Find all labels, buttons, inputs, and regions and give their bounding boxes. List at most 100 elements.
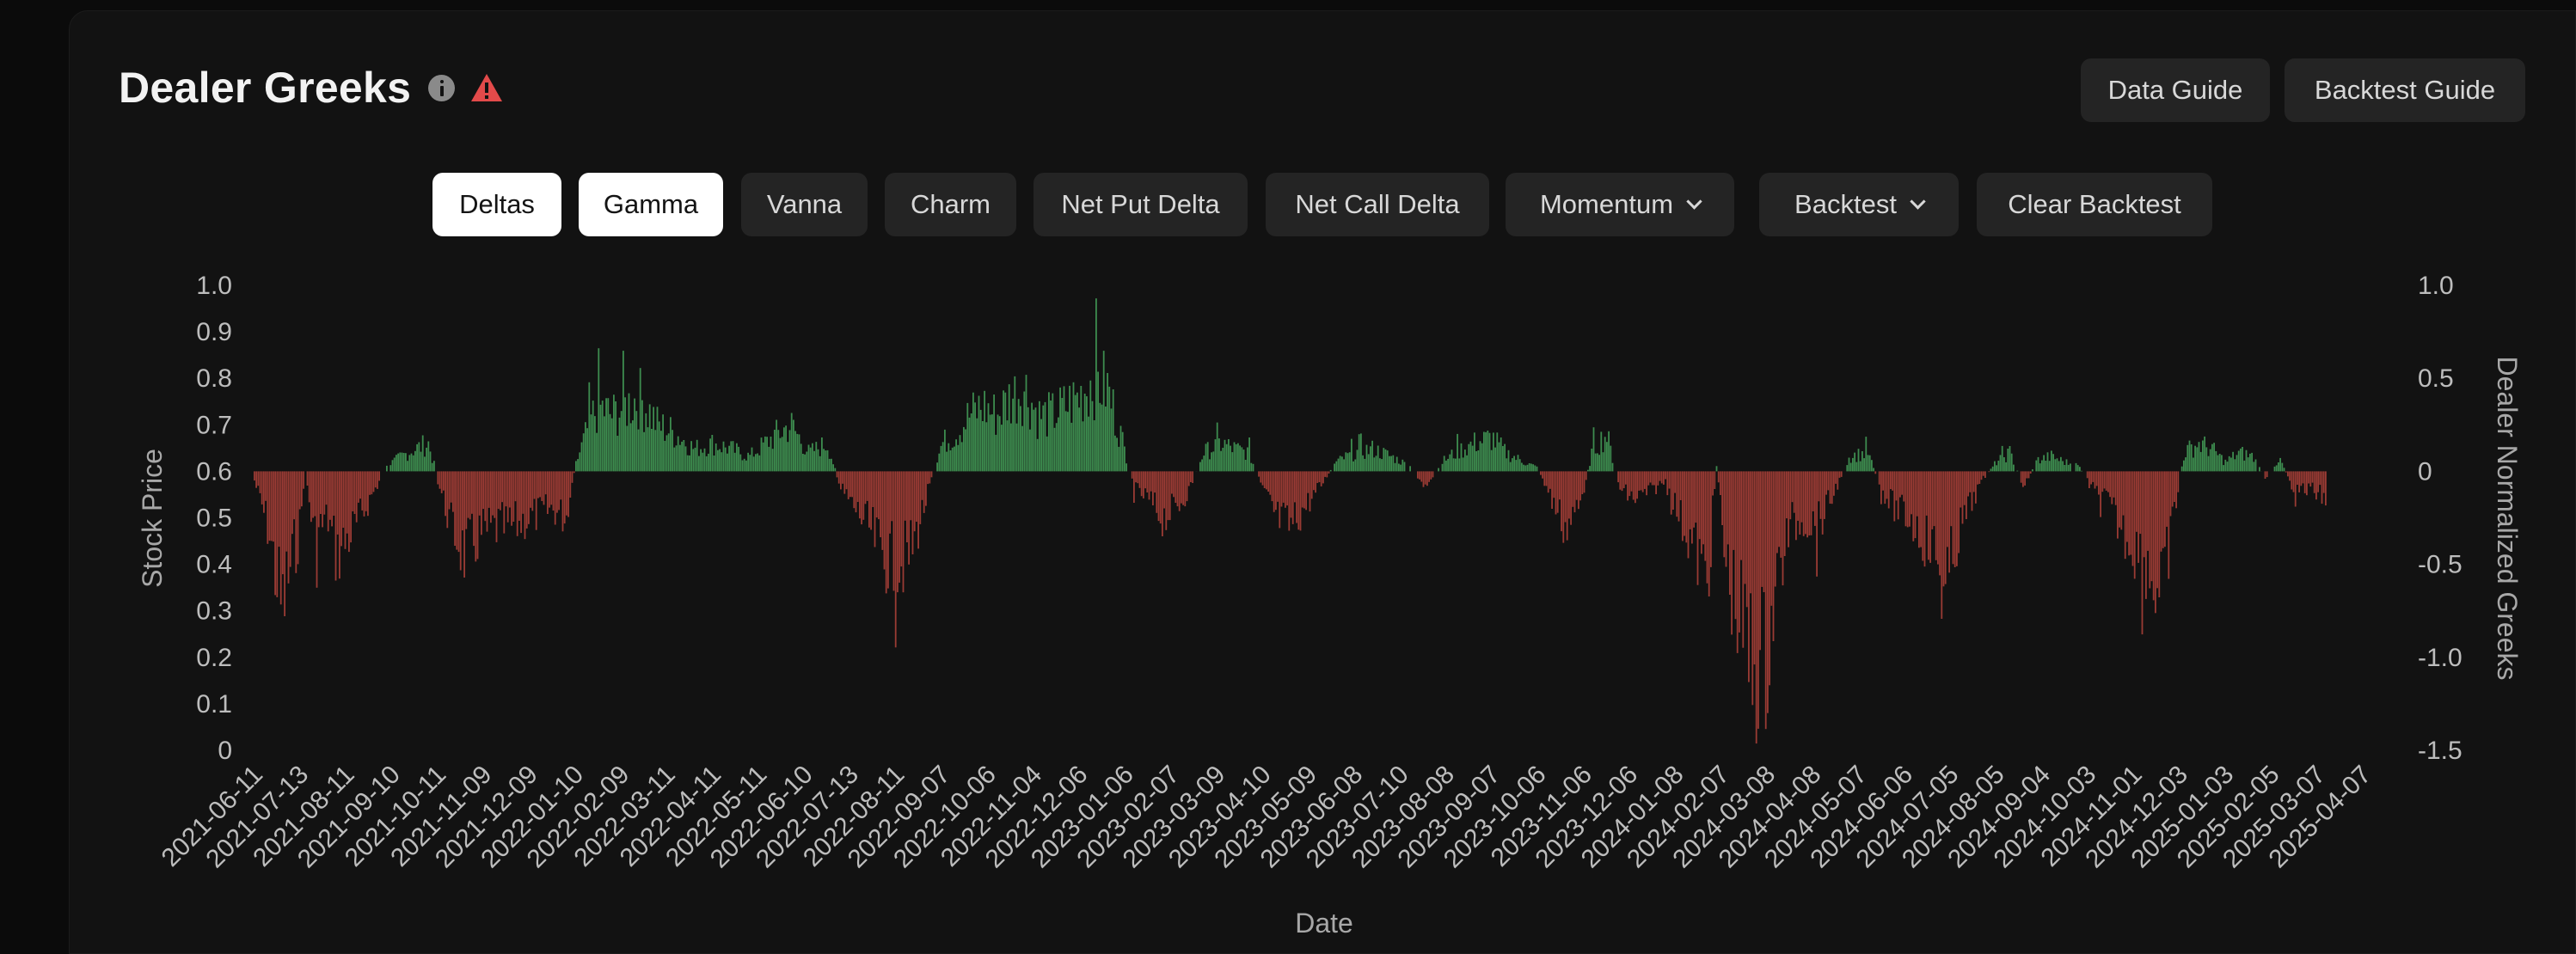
greek-bar [925, 471, 927, 506]
greek-bar [1420, 471, 1423, 482]
greek-bar [1655, 471, 1657, 494]
gamma-button[interactable]: Gamma [579, 173, 723, 236]
greek-bar [972, 392, 974, 472]
left-tick-label: 0.6 [196, 457, 232, 486]
greek-bar [263, 471, 265, 513]
greek-bar [788, 430, 791, 472]
greek-bar [516, 471, 518, 536]
greek-bar [1108, 386, 1111, 472]
greek-bar [626, 425, 629, 472]
greek-bar [1923, 471, 1926, 567]
greek-bar [1365, 444, 1368, 472]
greek-bar [1793, 471, 1795, 513]
greek-bar [1218, 438, 1220, 472]
warning-icon[interactable] [470, 73, 503, 102]
greek-bar [1611, 462, 1614, 472]
greek-bar [1886, 471, 1888, 499]
greek-bar [930, 471, 933, 478]
greek-bar [2039, 463, 2041, 472]
greek-bar [1493, 432, 1494, 472]
greek-bar [1523, 464, 1524, 472]
greek-bar [1829, 471, 1831, 504]
greek-bar [1171, 471, 1173, 494]
greek-bar [1386, 450, 1389, 472]
deltas-button[interactable]: Deltas [432, 173, 561, 236]
greek-bar [495, 471, 498, 542]
greek-bar [741, 460, 744, 472]
greek-bar [1358, 434, 1360, 472]
greek-bar [732, 441, 734, 472]
greek-bar [481, 471, 482, 535]
greek-bar [1657, 471, 1659, 486]
greek-bar [1695, 471, 1697, 523]
net-call-delta-button[interactable]: Net Call Delta [1266, 173, 1489, 236]
greek-bar [1791, 471, 1794, 503]
greek-bar [1267, 471, 1269, 492]
greek-bar [2194, 445, 2196, 472]
greek-bar [524, 471, 526, 540]
greek-bar [998, 416, 1001, 472]
greek-bar [862, 471, 865, 520]
greek-bar [1573, 471, 1576, 513]
greek-bar [764, 436, 766, 472]
greek-bar [804, 454, 806, 472]
greek-bar [1693, 471, 1695, 528]
greek-bar [787, 442, 789, 472]
greek-bar [590, 414, 592, 472]
greek-bar [2013, 464, 2015, 472]
greek-bar [1076, 392, 1078, 472]
greek-bar [1481, 443, 1483, 472]
greek-bar [1326, 471, 1328, 478]
greek-bar [2149, 471, 2151, 589]
greek-bar [2217, 455, 2219, 472]
info-icon[interactable] [428, 74, 456, 101]
charm-button[interactable]: Charm [885, 173, 1016, 236]
backtest-guide-button[interactable]: Backtest Guide [2285, 58, 2525, 122]
greek-bar [530, 471, 531, 508]
greek-bar [1928, 471, 1929, 560]
greek-bar [1808, 471, 1811, 535]
greek-bar [1377, 445, 1379, 472]
greek-bar [282, 471, 284, 575]
greek-bar [684, 446, 687, 472]
greek-bar [1566, 471, 1568, 541]
greek-bar [426, 447, 427, 472]
greek-bar [512, 471, 515, 522]
greek-bar [913, 471, 916, 532]
greek-bar [2056, 458, 2058, 472]
greek-bar [1855, 462, 1858, 472]
greek-bar [550, 471, 553, 505]
greek-bar [1506, 458, 1508, 472]
data-guide-button[interactable]: Data Guide [2081, 58, 2270, 122]
greek-bar [1203, 456, 1205, 472]
greek-bar [2113, 471, 2115, 498]
greek-bar [1114, 435, 1116, 472]
greek-bar [503, 471, 506, 534]
greek-bar [1430, 471, 1432, 480]
greek-bar [1984, 471, 1986, 478]
greek-bar [284, 471, 285, 616]
greek-bar [588, 382, 591, 472]
greek-bar [1600, 431, 1603, 472]
vanna-button[interactable]: Vanna [741, 173, 868, 236]
greek-bar [1192, 471, 1193, 483]
net-put-delta-button[interactable]: Net Put Delta [1033, 173, 1248, 236]
greek-bar [1899, 471, 1901, 498]
greek-bar [1708, 471, 1710, 596]
greek-bar [1854, 452, 1855, 472]
greek-bar [1059, 387, 1061, 472]
greek-bar [717, 449, 719, 472]
greek-bar [730, 441, 733, 472]
greek-bar [401, 452, 403, 472]
greek-bar [1575, 471, 1578, 500]
greek-bar [1906, 471, 1909, 528]
greek-bar [899, 471, 900, 583]
momentum-dropdown[interactable]: Momentum [1506, 173, 1734, 236]
clear-backtest-button[interactable]: Clear Backtest [1977, 173, 2212, 236]
greek-bar [2143, 471, 2145, 558]
greek-bar [1630, 471, 1633, 492]
backtest-dropdown[interactable]: Backtest [1759, 173, 1959, 236]
greek-bar [2279, 457, 2281, 472]
greek-bar [418, 442, 420, 472]
